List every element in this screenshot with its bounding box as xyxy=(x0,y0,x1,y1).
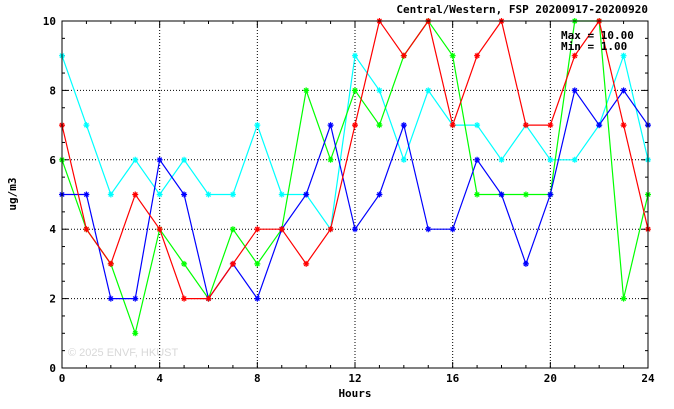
data-point-marker xyxy=(278,226,285,233)
data-point-marker xyxy=(474,191,481,198)
data-point-marker xyxy=(83,226,90,233)
data-point-marker xyxy=(474,156,481,163)
data-point-marker xyxy=(132,191,139,198)
data-point-marker xyxy=(547,122,554,129)
data-point-marker xyxy=(303,260,310,267)
data-point-marker xyxy=(400,156,407,163)
data-point-marker xyxy=(547,156,554,163)
y-tick-label: 0 xyxy=(49,362,56,375)
data-point-marker xyxy=(400,52,407,59)
data-point-marker xyxy=(425,87,432,94)
x-tick-label: 12 xyxy=(348,372,361,385)
data-point-marker xyxy=(132,156,139,163)
y-tick-label: 10 xyxy=(43,15,56,28)
data-point-marker xyxy=(620,87,627,94)
x-tick-label: 8 xyxy=(254,372,261,385)
data-point-marker xyxy=(522,260,529,267)
data-point-marker xyxy=(571,156,578,163)
watermark-text: © 2025 ENVF, HKUST xyxy=(68,347,178,359)
x-axis-label: Hours xyxy=(338,387,371,400)
data-point-marker xyxy=(181,260,188,267)
data-point-marker xyxy=(498,156,505,163)
data-point-marker xyxy=(352,122,358,129)
x-tick-label: 20 xyxy=(544,372,557,385)
data-point-marker xyxy=(107,191,114,198)
data-point-marker xyxy=(352,87,358,94)
x-tick-label: 0 xyxy=(59,372,66,385)
data-point-marker xyxy=(449,226,456,233)
data-point-marker xyxy=(400,122,407,129)
data-point-marker xyxy=(327,226,334,233)
data-point-marker xyxy=(327,156,334,163)
data-point-marker xyxy=(474,52,481,59)
data-point-marker xyxy=(498,191,505,198)
data-point-marker xyxy=(522,191,529,198)
y-axis-label: ug/m3 xyxy=(6,177,19,210)
data-point-marker xyxy=(547,191,554,198)
data-point-marker xyxy=(620,295,627,302)
grid-lines xyxy=(62,21,648,368)
data-point-marker xyxy=(376,191,383,198)
data-point-marker xyxy=(303,191,310,198)
x-tick-label: 24 xyxy=(641,372,655,385)
x-tick-label: 4 xyxy=(156,372,163,385)
plot-frame xyxy=(61,20,649,369)
y-tick-label: 4 xyxy=(49,223,56,236)
data-point-marker xyxy=(474,122,481,129)
max-label: Max = 10.00 xyxy=(561,29,634,42)
data-point-marker xyxy=(254,226,261,233)
data-point-marker xyxy=(522,122,529,129)
data-point-marker xyxy=(205,191,212,198)
data-point-marker xyxy=(620,122,627,129)
data-point-marker xyxy=(229,191,236,198)
y-tick-label: 2 xyxy=(49,293,56,306)
data-point-marker xyxy=(254,122,261,129)
data-point-marker xyxy=(425,226,432,233)
data-point-marker xyxy=(571,52,578,59)
data-point-marker xyxy=(352,226,358,233)
data-point-marker xyxy=(83,191,90,198)
data-point-marker xyxy=(132,295,139,302)
data-point-marker xyxy=(229,260,236,267)
data-point-marker xyxy=(205,295,212,302)
series-group xyxy=(59,18,651,302)
data-point-marker xyxy=(571,87,578,94)
data-point-marker xyxy=(449,122,456,129)
data-point-marker xyxy=(254,260,261,267)
data-point-marker xyxy=(156,191,163,198)
data-point-marker xyxy=(181,191,188,198)
data-point-marker xyxy=(181,156,188,163)
data-point-marker xyxy=(107,260,114,267)
y-tick-label: 8 xyxy=(49,84,56,97)
data-point-marker xyxy=(376,122,383,129)
y-tick-label: 6 xyxy=(49,154,56,167)
data-point-marker xyxy=(132,330,139,337)
data-point-marker xyxy=(156,156,163,163)
data-point-marker xyxy=(449,52,456,59)
data-point-marker xyxy=(327,122,334,129)
data-point-marker xyxy=(181,295,188,302)
data-point-marker xyxy=(107,295,114,302)
data-point-marker xyxy=(596,122,603,129)
data-point-marker xyxy=(254,295,261,302)
data-point-marker xyxy=(620,52,627,59)
series-group xyxy=(59,87,651,302)
data-point-marker xyxy=(156,226,163,233)
data-point-marker xyxy=(352,52,358,59)
chart-title: Central/Western, FSP 20200917-20200920 xyxy=(396,3,648,16)
min-label: Min = 1.00 xyxy=(561,40,627,53)
data-point-marker xyxy=(83,122,90,129)
data-point-marker xyxy=(278,191,285,198)
data-point-marker xyxy=(303,87,310,94)
data-point-marker xyxy=(229,226,236,233)
data-point-marker xyxy=(376,87,383,94)
series-layer xyxy=(59,18,651,337)
x-tick-label: 16 xyxy=(446,372,460,385)
